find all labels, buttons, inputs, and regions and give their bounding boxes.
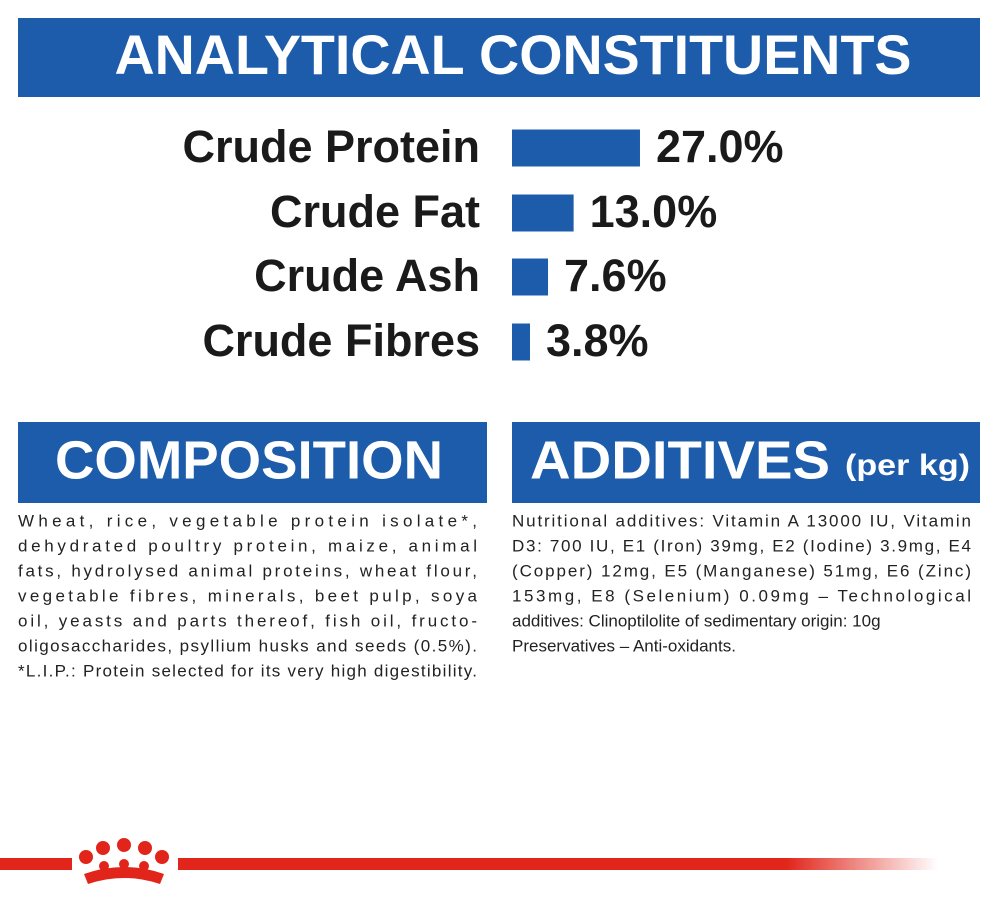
- body-text-line: fats, hydrolysed animal proteins, wheat …: [18, 561, 477, 580]
- category-label: Crude Fat: [270, 186, 480, 237]
- composition-banner: [18, 422, 487, 503]
- value-label: 3.8%: [546, 315, 649, 366]
- body-text-line: (Copper) 12mg, E5 (Manganese) 51mg, E6 (…: [512, 561, 971, 580]
- body-text-line: dehydrated poultry protein, maize, anima…: [18, 536, 477, 555]
- bar: [512, 129, 640, 167]
- body-text-line: oil, yeasts and parts thereof, fish oil,…: [18, 611, 477, 630]
- value-label: 13.0%: [590, 186, 718, 237]
- bar: [512, 258, 549, 296]
- title-banner: [18, 18, 980, 97]
- category-label: Crude Ash: [254, 250, 480, 301]
- category-label: Crude Fibres: [202, 315, 480, 366]
- bar: [512, 194, 574, 232]
- body-text-line: Preservatives – Anti-oxidants.: [512, 636, 736, 655]
- additives-banner: [512, 422, 980, 503]
- additives-subtitle: (per kg): [845, 449, 970, 482]
- additives-title: ADDITIVES: [530, 430, 830, 490]
- body-text-line: 153mg, E8 (Selenium) 0.09mg – Technologi…: [512, 586, 971, 605]
- title: ANALYTICAL CONSTITUENTS: [115, 23, 912, 86]
- composition-title: COMPOSITION: [55, 430, 443, 490]
- body-text-line: D3: 700 IU, E1 (Iron) 39mg, E2 (Iodine) …: [512, 536, 971, 555]
- bar: [512, 323, 531, 361]
- body-text-line: oligosaccharides, psyllium husks and see…: [18, 636, 477, 655]
- crown-logo: [79, 838, 169, 884]
- body-text-line: vegetable fibres, minerals, beet pulp, s…: [18, 586, 478, 605]
- category-label: Crude Protein: [182, 121, 480, 172]
- footer-line: [178, 858, 938, 870]
- body-text-line: *L.I.P.: Protein selected for its very h…: [18, 661, 477, 680]
- body-text-line: additives: Clinoptilolite of sedimentary…: [512, 611, 881, 630]
- body-text-line: Wheat, rice, vegetable protein isolate*,: [18, 511, 477, 530]
- value-label: 7.6%: [564, 250, 667, 301]
- footer-line: [0, 858, 72, 870]
- value-label: 27.0%: [656, 121, 784, 172]
- body-text-line: Nutritional additives: Vitamin A 13000 I…: [512, 511, 971, 530]
